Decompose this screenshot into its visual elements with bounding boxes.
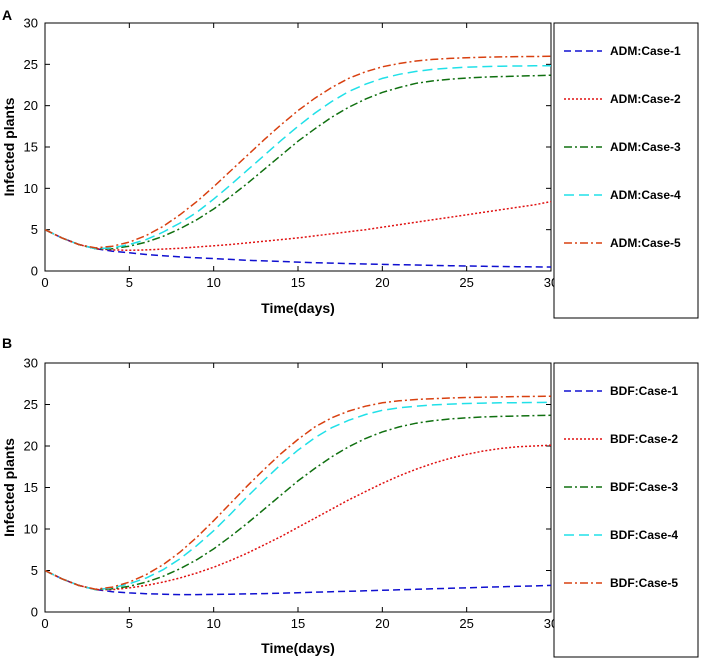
series-line-2: [45, 444, 551, 591]
y-tick-label: 5: [31, 563, 38, 578]
x-tick-label: 25: [459, 616, 473, 631]
x-axis-label: Time(days): [261, 300, 335, 316]
legend-label: BDF:Case-1: [610, 384, 678, 398]
x-tick-label: 10: [206, 275, 220, 290]
y-tick-label: 30: [24, 16, 38, 31]
series-line-4: [45, 401, 551, 591]
y-tick-label: 15: [24, 140, 38, 155]
panel-label: B: [2, 335, 12, 351]
y-tick-label: 5: [31, 222, 38, 237]
y-tick-label: 25: [24, 57, 38, 72]
chart-panel-b: B0 5 10 15 20 25 30051015202530Time(days)Infec…: [1, 335, 699, 658]
x-tick-label: 0: [41, 275, 48, 290]
series-line-2: [45, 200, 551, 252]
y-tick-label: 0: [31, 605, 38, 620]
series-line-1: [45, 569, 551, 596]
legend-box: [553, 362, 699, 658]
legend-label: BDF:Case-3: [610, 480, 678, 494]
chart-panel-a: A0 5 10 15 20 25 30051015202530Time(days)Infec…: [1, 7, 699, 319]
y-tick-label: 20: [24, 439, 38, 454]
y-tick-label: 10: [24, 181, 38, 196]
series-line-3: [45, 414, 551, 591]
y-axis-label: Infected plants: [1, 97, 17, 196]
x-tick-label: 25: [459, 275, 473, 290]
y-tick-label: 30: [24, 356, 38, 371]
legend-label: ADM:Case-3: [610, 140, 681, 154]
legend-label: BDF:Case-5: [610, 576, 678, 590]
series-line-3: [45, 74, 551, 250]
series-line-1: [45, 229, 551, 268]
x-axis-label: Time(days): [261, 640, 335, 656]
series-group: [45, 395, 551, 596]
x-tick-label: 5: [126, 275, 133, 290]
legend-label: ADM:Case-4: [610, 188, 681, 202]
x-tick-label: 20: [375, 616, 389, 631]
legend-label: ADM:Case-5: [610, 236, 681, 250]
x-tick-label: 20: [375, 275, 389, 290]
legend: ADM:Case-1 ADM:Case-2 ADM:Case-3 ADM:Case-4…: [553, 22, 699, 319]
legend: BDF:Case-1 BDF:Case-2 BDF:Case-3 BDF:Case-4…: [553, 362, 699, 658]
series-group: [45, 55, 551, 268]
y-tick-label: 10: [24, 522, 38, 537]
series-line-5: [45, 395, 551, 590]
y-tick-label: 15: [24, 480, 38, 495]
y-axis-label: Infected plants: [1, 438, 17, 537]
plot-area: [44, 22, 552, 272]
x-tick-label: 15: [291, 275, 305, 290]
legend-label: BDF:Case-2: [610, 432, 678, 446]
y-tick-label: 0: [31, 264, 38, 279]
y-tick-label: 20: [24, 98, 38, 113]
legend-box: [553, 22, 699, 319]
series-line-5: [45, 55, 551, 249]
y-tick-label: 25: [24, 397, 38, 412]
panel-label: A: [2, 7, 12, 23]
legend-label: ADM:Case-2: [610, 92, 681, 106]
x-tick-label: 15: [291, 616, 305, 631]
legend-label: ADM:Case-1: [610, 44, 681, 58]
x-tick-label: 5: [126, 616, 133, 631]
x-tick-label: 0: [41, 616, 48, 631]
legend-label: BDF:Case-4: [610, 528, 678, 542]
x-tick-label: 10: [206, 616, 220, 631]
plot-area: [44, 362, 552, 613]
